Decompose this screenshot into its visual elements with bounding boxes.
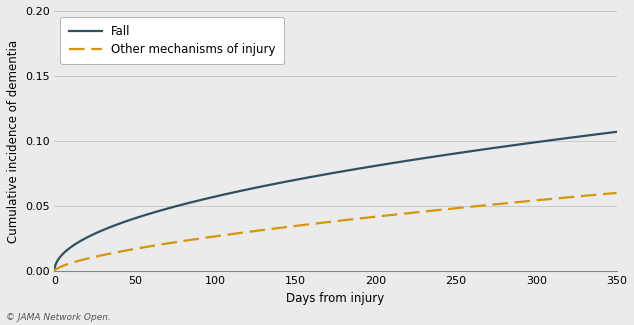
- Other mechanisms of injury: [597, 192, 604, 196]
- Other mechanisms of injury: [79, 258, 87, 262]
- Fall: [309, 175, 316, 178]
- Legend: Fall, Other mechanisms of injury: Fall, Other mechanisms of injury: [60, 17, 284, 64]
- Other mechanisms of injury: [324, 220, 332, 224]
- Other mechanisms of injury: [51, 269, 58, 273]
- Fall: [493, 146, 501, 150]
- Fall: [79, 238, 87, 241]
- Fall: [596, 132, 604, 136]
- Fall: [612, 130, 620, 134]
- Fall: [51, 269, 58, 273]
- X-axis label: Days from injury: Days from injury: [287, 292, 385, 305]
- Other mechanisms of injury: [596, 192, 604, 196]
- Other mechanisms of injury: [493, 202, 501, 206]
- Y-axis label: Cumulative incidence of dementia: Cumulative incidence of dementia: [7, 39, 20, 242]
- Line: Fall: Fall: [55, 132, 616, 271]
- Text: © JAMA Network Open.: © JAMA Network Open.: [6, 313, 111, 322]
- Fall: [324, 172, 332, 176]
- Line: Other mechanisms of injury: Other mechanisms of injury: [55, 193, 616, 271]
- Other mechanisms of injury: [612, 191, 620, 195]
- Fall: [597, 132, 604, 136]
- Other mechanisms of injury: [309, 222, 316, 226]
